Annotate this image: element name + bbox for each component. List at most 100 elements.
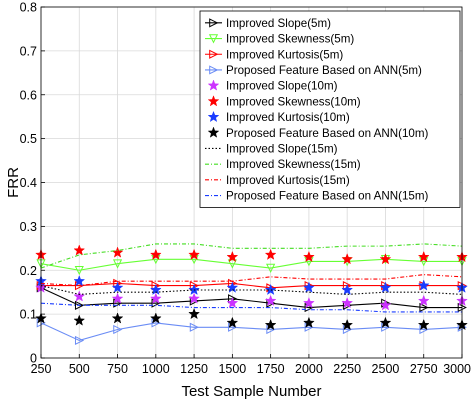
legend-label: Improved Kurtosis(15m) bbox=[226, 174, 350, 187]
series-layer bbox=[35, 243, 468, 346]
y-tick-label: 0.6 bbox=[20, 88, 37, 102]
legend-marker bbox=[207, 79, 220, 91]
series-line bbox=[40, 287, 462, 309]
data-point bbox=[149, 248, 162, 260]
legend-entry: Improved Slope(5m) bbox=[205, 17, 331, 30]
legend-label: Improved Kurtosis(5m) bbox=[226, 48, 343, 61]
legend-marker bbox=[207, 95, 220, 107]
x-tick-label: 1500 bbox=[218, 362, 246, 376]
data-point bbox=[417, 294, 430, 306]
x-tick-label: 2750 bbox=[410, 362, 438, 376]
data-point bbox=[111, 281, 124, 293]
data-point bbox=[303, 250, 315, 263]
legend-entry: Proposed Feature Based on ANN(10m) bbox=[207, 126, 428, 140]
legend-label: Improved Kurtosis(10m) bbox=[226, 111, 350, 124]
data-point bbox=[379, 299, 392, 311]
legend-marker bbox=[207, 110, 220, 123]
series-11 bbox=[40, 302, 462, 313]
y-tick-label: 0.2 bbox=[20, 264, 37, 278]
legend-box bbox=[199, 10, 461, 208]
legend-entry: Improved Kurtosis(15m) bbox=[205, 174, 350, 187]
data-point bbox=[73, 275, 86, 287]
data-point bbox=[379, 316, 392, 328]
legend-entry: Proposed Feature Based on ANN(15m) bbox=[205, 190, 428, 203]
x-tick-label: 3000 bbox=[443, 362, 471, 376]
legend-label: Improved Slope(5m) bbox=[226, 17, 331, 30]
x-tick-label: 250 bbox=[31, 362, 52, 376]
series-line bbox=[41, 282, 462, 289]
data-point bbox=[189, 322, 200, 332]
legend-label: Improved Skewness(15m) bbox=[226, 158, 361, 171]
legend-marker bbox=[207, 126, 220, 138]
series-9 bbox=[40, 243, 463, 269]
series-line bbox=[40, 322, 463, 342]
data-point bbox=[113, 324, 123, 335]
data-point bbox=[149, 292, 162, 304]
data-point bbox=[417, 279, 430, 291]
legend-entry: Improved Skewness(10m) bbox=[207, 95, 361, 108]
data-point bbox=[341, 296, 354, 309]
data-point bbox=[341, 318, 354, 331]
data-point bbox=[417, 318, 430, 331]
x-tick-label: 1000 bbox=[142, 362, 170, 376]
y-tick-label: 0.8 bbox=[20, 1, 37, 15]
data-point bbox=[74, 265, 84, 276]
data-point bbox=[74, 300, 85, 310]
data-point bbox=[303, 296, 315, 309]
legend-entry: Improved Skewness(15m) bbox=[205, 158, 361, 171]
y-axis-label: FRR bbox=[5, 167, 22, 198]
legend-entry: Improved Slope(15m) bbox=[205, 142, 338, 155]
data-point bbox=[227, 259, 237, 269]
data-point bbox=[73, 290, 86, 302]
series-7 bbox=[35, 307, 468, 331]
data-point bbox=[226, 250, 239, 263]
legend-entry: Improved Kurtosis(10m) bbox=[207, 110, 350, 124]
data-point bbox=[188, 307, 200, 320]
legend-label: Improved Slope(15m) bbox=[226, 142, 338, 155]
legend: Improved Slope(5m) Improved Skewness(5m) I… bbox=[199, 10, 461, 208]
legend-label: Improved Skewness(10m) bbox=[226, 95, 361, 108]
data-point bbox=[264, 248, 277, 260]
data-point bbox=[264, 294, 277, 306]
data-point bbox=[341, 253, 354, 265]
x-tick-label: 2000 bbox=[295, 362, 323, 376]
y-tick-label: 0 bbox=[30, 352, 37, 366]
data-point bbox=[303, 316, 315, 328]
legend-marker bbox=[209, 18, 219, 28]
series-line bbox=[40, 243, 463, 269]
data-point bbox=[226, 281, 239, 293]
x-tick-label: 2500 bbox=[372, 362, 400, 376]
x-tick-label: 500 bbox=[69, 362, 90, 376]
y-tick-label: 0.4 bbox=[20, 176, 37, 190]
data-point bbox=[73, 314, 86, 326]
data-point bbox=[188, 248, 200, 260]
y-tick-label: 0.1 bbox=[20, 308, 37, 322]
data-point bbox=[111, 312, 124, 324]
series-line bbox=[40, 274, 463, 287]
data-point bbox=[111, 292, 124, 304]
data-point bbox=[379, 281, 392, 293]
series-line bbox=[40, 258, 462, 271]
data-point bbox=[188, 292, 200, 304]
data-point bbox=[73, 244, 86, 256]
data-point bbox=[264, 318, 277, 331]
x-tick-label: 2250 bbox=[333, 362, 361, 376]
y-tick-label: 0.7 bbox=[20, 44, 37, 58]
y-tick-label: 0.5 bbox=[20, 132, 37, 146]
data-point bbox=[149, 312, 162, 324]
data-point bbox=[341, 283, 354, 296]
series-line bbox=[40, 302, 462, 313]
legend-label: Improved Slope(10m) bbox=[226, 80, 338, 93]
series-8 bbox=[40, 285, 463, 295]
series-10 bbox=[40, 274, 463, 287]
data-point bbox=[226, 296, 239, 309]
x-tick-label: 1250 bbox=[180, 362, 208, 376]
data-point bbox=[226, 316, 239, 328]
legend-entry: Improved Skewness(5m) bbox=[205, 33, 354, 46]
data-point bbox=[379, 253, 392, 265]
series-line bbox=[40, 285, 463, 295]
data-point bbox=[266, 263, 276, 273]
x-axis-label: Test Sample Number bbox=[181, 383, 321, 400]
